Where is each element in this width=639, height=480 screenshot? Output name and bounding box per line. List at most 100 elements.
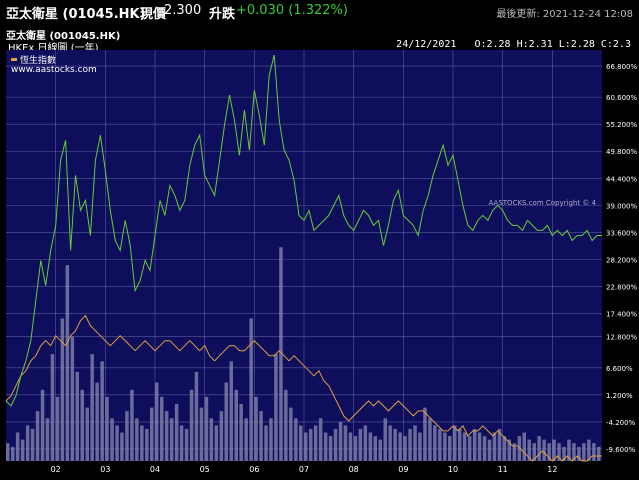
- volume-bar: [239, 404, 243, 461]
- y-tick-label: 17.400%: [606, 311, 637, 319]
- volume-bar: [517, 436, 522, 461]
- x-tick-label: 12: [547, 465, 557, 474]
- volume-bar: [477, 432, 482, 461]
- volume-bar: [309, 428, 313, 461]
- volume-bar: [522, 432, 526, 461]
- volume-bar: [164, 411, 169, 461]
- volume-bar: [497, 428, 502, 461]
- volume-bar: [179, 425, 184, 461]
- y-tick-label: 60.600%: [606, 94, 637, 102]
- volume-bar: [348, 432, 353, 461]
- volume-bar: [294, 418, 298, 461]
- volume-bar: [443, 432, 447, 461]
- y-tick-label: 1.200%: [606, 392, 633, 400]
- y-tick-label: 6.600%: [606, 365, 633, 373]
- y-tick-label: 33.600%: [606, 229, 637, 237]
- volume-bar: [467, 436, 472, 461]
- y-tick-label: 44.400%: [606, 175, 637, 183]
- volume-bar: [254, 396, 258, 461]
- price-value: 2.300: [164, 3, 202, 18]
- x-tick-label: 07: [299, 465, 309, 474]
- volume-bar: [313, 425, 318, 461]
- volume-bar: [90, 354, 94, 461]
- volume-bar: [65, 265, 70, 461]
- volume-bar: [323, 432, 328, 461]
- volume-bar: [115, 425, 119, 461]
- volume-bar: [304, 432, 308, 461]
- volume-bar: [482, 436, 487, 461]
- x-tick-label: 08: [349, 465, 359, 474]
- volume-bar: [50, 354, 55, 461]
- x-tick-label: 10: [448, 465, 458, 474]
- y-tick-label: -4.200%: [606, 419, 636, 427]
- series-line-index: [5, 314, 602, 462]
- stock-name: 亞太衛星 (01045.HK): [6, 7, 146, 22]
- volume-bar: [85, 407, 89, 461]
- x-tick-label: 03: [100, 465, 110, 474]
- volume-bar: [229, 361, 233, 461]
- volume-bar: [244, 418, 248, 461]
- x-tick-label: 06: [249, 465, 259, 474]
- volume-bar: [383, 418, 387, 461]
- volume-bar: [363, 425, 368, 461]
- volume-bar: [25, 425, 30, 461]
- watermark: www.aastocks.com: [11, 65, 97, 75]
- y-tick-label: 49.800%: [606, 148, 637, 156]
- y-tick-label: 28.200%: [606, 257, 637, 265]
- last-update: 最後更新: 2021-12-24 12:08: [496, 9, 633, 20]
- series-line-stock: [5, 54, 602, 407]
- x-tick-labels: 02 03 04 05 06 07 08 09 10 11 12: [51, 465, 558, 474]
- volume-bar: [135, 418, 139, 461]
- volume-bars: [6, 247, 601, 461]
- ohlc-values: O:2.28 H:2.31 L:2.28 C:2.3: [474, 39, 631, 50]
- volume-bar: [95, 382, 99, 461]
- volume-bar: [274, 354, 278, 461]
- volume-bar: [145, 428, 149, 461]
- volume-bar: [423, 407, 427, 461]
- volume-bar: [448, 436, 452, 461]
- volume-bar: [249, 318, 253, 461]
- volume-bar: [100, 361, 104, 461]
- volume-bar: [433, 425, 437, 461]
- volume-bar: [269, 418, 273, 461]
- volume-bar: [592, 443, 596, 461]
- volume-bar: [155, 382, 159, 461]
- change-value: +0.030 (1.322%): [236, 3, 348, 18]
- y-tick-labels: 66.800% 60.600% 55.200% 49.800% 44.400% 39.00…: [606, 63, 637, 454]
- volume-bar: [289, 407, 293, 461]
- change-label: 升跌: [209, 7, 236, 22]
- volume-bar: [572, 443, 576, 461]
- x-tick-label: 09: [398, 465, 408, 474]
- volume-bar: [264, 425, 268, 461]
- volume-bar: [458, 428, 462, 461]
- volume-bar: [318, 418, 323, 461]
- legend-swatch: [11, 58, 17, 61]
- volume-bar: [45, 418, 50, 461]
- volume-bar: [537, 436, 541, 461]
- volume-bar: [378, 439, 382, 461]
- volume-bar: [368, 432, 373, 461]
- volume-bar: [75, 371, 79, 461]
- volume-bar: [169, 418, 174, 461]
- volume-bar: [582, 443, 586, 461]
- exchange-label: HKEx: [8, 43, 35, 54]
- volume-bar: [130, 389, 134, 461]
- volume-bar: [403, 436, 407, 461]
- volume-bar: [204, 396, 209, 461]
- volume-bar: [462, 432, 467, 461]
- volume-bar: [15, 432, 20, 461]
- volume-bar: [557, 443, 561, 461]
- volume-bar: [40, 389, 45, 461]
- volume-bar: [328, 436, 333, 461]
- volume-bar: [532, 443, 536, 461]
- volume-bar: [299, 425, 303, 461]
- volume-bar: [527, 439, 531, 461]
- x-tick-label: 05: [200, 465, 210, 474]
- volume-bar: [105, 396, 109, 461]
- volume-bar: [30, 428, 35, 461]
- volume-bar: [150, 407, 154, 461]
- volume-bar: [567, 439, 571, 461]
- volume-bar: [597, 446, 601, 461]
- volume-bar: [512, 443, 517, 461]
